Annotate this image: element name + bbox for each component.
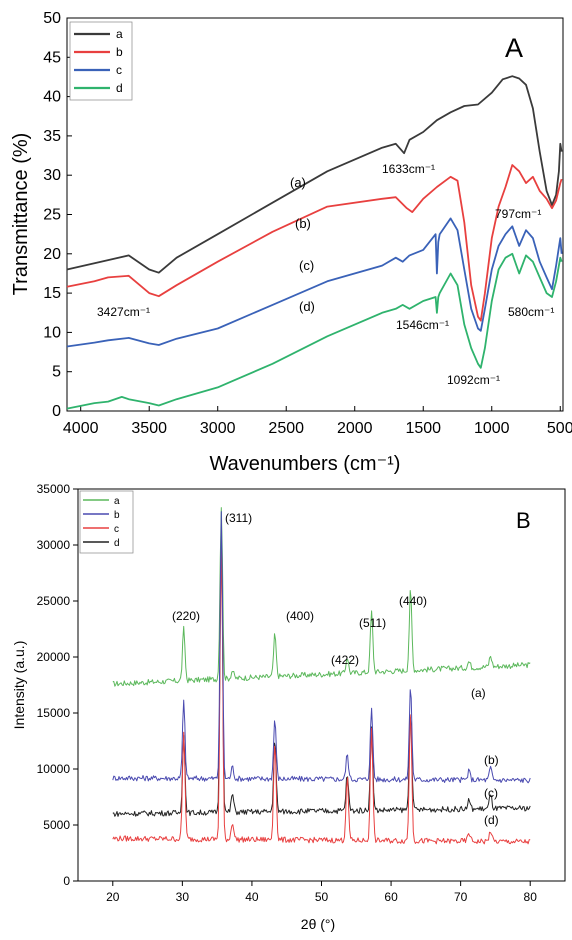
panel-a-x-tick-label: 2000 (337, 420, 373, 437)
panel-b-y-axis-title: Intensity (a.u.) (11, 641, 27, 730)
panel-a-x-tick-label: 4000 (63, 420, 99, 437)
panel-a: 4000 3500 3000 2500 2000 1500 1000 500 0 5 10 15 20… (10, 10, 572, 475)
panel-a-x-tick-label: 500 (547, 420, 572, 437)
panel-b-y-tick-label: 10000 (37, 762, 71, 776)
panel-a-legend-label-b: b (116, 45, 123, 59)
panel-a-y-tick-label: 25 (43, 207, 61, 224)
panel-b-y-tick-label: 35000 (37, 482, 71, 496)
panel-b-x-tick-label: 60 (384, 890, 398, 904)
xrd-curve-label-c: (c) (484, 786, 498, 800)
panel-b-x-tick-label: 20 (106, 890, 120, 904)
panel-b-x-tick-label: 40 (245, 890, 259, 904)
series-line-b (66, 164, 563, 322)
panel-a-x-tick-label: 1500 (405, 420, 441, 437)
panel-b-x-tick-label: 30 (176, 890, 190, 904)
panel-b-x-tick-label: 80 (524, 890, 538, 904)
curve-label-d: (d) (299, 299, 315, 314)
panel-b-legend-label-a: a (114, 496, 120, 507)
panel-a-y-tick-label: 15 (43, 285, 61, 302)
panel-b-y-tick-label: 30000 (37, 538, 71, 552)
series-line-d (66, 252, 563, 410)
panel-b-legend-label-c: c (114, 524, 119, 535)
panel-a-y-tick-label: 35 (43, 128, 61, 145)
xrd-curve-label-b: (b) (484, 753, 499, 767)
panel-a-x-ticks: 4000 3500 3000 2500 2000 1500 1000 500 (63, 406, 572, 437)
curve-label-c: (c) (299, 258, 314, 273)
peak-label-1092: 1092cm⁻¹ (447, 373, 500, 387)
panel-a-legend: a b c d (69, 21, 133, 101)
hkl-label-311: (311) (225, 511, 252, 525)
panel-b-x-axis-title: 2θ (°) (301, 916, 335, 932)
panel-a-y-tick-label: 10 (43, 324, 61, 341)
panel-a-legend-label-d: d (116, 81, 123, 95)
panel-b-y-tick-label: 20000 (37, 650, 71, 664)
panel-b-legend-label-b: b (114, 510, 120, 521)
hkl-label-440: (440) (399, 594, 427, 608)
panel-a-series (66, 75, 563, 410)
xrd-series-line-a (112, 507, 531, 687)
panel-b-y-tick-label: 25000 (37, 594, 71, 608)
panel-a-legend-label-c: c (116, 63, 122, 77)
hkl-label-422: (422) (331, 653, 359, 667)
panel-a-y-axis-title: Transmittance (%) (10, 133, 32, 296)
xrd-series-line-c (112, 537, 531, 845)
panel-b-legend-label-d: d (114, 538, 120, 549)
panel-a-y-tick-label: 40 (43, 89, 61, 106)
panel-b-y-ticks: 0 5000 10000 15000 20000 25000 30000 35000 (37, 482, 78, 888)
panel-a-y-tick-label: 5 (52, 364, 61, 381)
panel-a-y-ticks: 0 5 10 15 20 25 30 35 40 45 50 (43, 10, 72, 420)
panel-a-label: A (505, 33, 523, 63)
curve-label-b: (b) (295, 216, 311, 231)
hkl-label-400: (400) (286, 609, 314, 623)
panel-b-x-tick-label: 70 (454, 890, 468, 904)
panel-a-x-tick-label: 2500 (268, 420, 304, 437)
panel-a-x-tick-label: 3000 (200, 420, 236, 437)
curve-label-a: (a) (290, 175, 306, 190)
panel-b-y-tick-label: 0 (63, 874, 70, 888)
panel-a-x-tick-label: 3500 (131, 420, 167, 437)
series-line-a (66, 75, 563, 274)
xrd-curve-label-a: (a) (471, 686, 486, 700)
peak-label-1633: 1633cm⁻¹ (382, 162, 435, 176)
panel-a-y-tick-label: 0 (52, 403, 61, 420)
panel-b-y-tick-label: 5000 (43, 818, 70, 832)
hkl-label-220: (220) (172, 609, 200, 623)
panel-b: 20 30 40 50 60 70 80 0 5000 10000 15000 20000 25000… (11, 482, 566, 932)
panel-a-x-axis-title: Wavenumbers (cm⁻¹) (210, 453, 401, 475)
series-line-c (66, 217, 563, 348)
panel-b-series (112, 507, 531, 845)
xrd-curve-label-d: (d) (484, 813, 499, 827)
panel-b-label: B (516, 508, 531, 533)
panel-b-y-tick-label: 15000 (37, 706, 71, 720)
hkl-label-511: (511) (359, 616, 386, 630)
panel-a-y-tick-label: 20 (43, 246, 61, 263)
panel-a-frame (66, 17, 564, 412)
panel-a-y-tick-label: 30 (43, 167, 61, 184)
panel-b-legend: a b c d (79, 490, 134, 554)
panel-b-x-tick-label: 50 (315, 890, 329, 904)
panel-b-x-ticks: 20 30 40 50 60 70 80 (106, 881, 537, 904)
panel-a-y-tick-label: 50 (43, 10, 61, 27)
panel-a-y-tick-label: 45 (43, 49, 61, 66)
peak-label-797: 797cm⁻¹ (495, 207, 541, 221)
panel-a-x-tick-label: 1000 (474, 420, 510, 437)
peak-label-580: 580cm⁻¹ (508, 305, 554, 319)
peak-label-1546: 1546cm⁻¹ (396, 318, 449, 332)
panel-a-legend-label-a: a (116, 27, 123, 41)
peak-label-3427: 3427cm⁻¹ (97, 305, 150, 319)
xrd-series-line-b (112, 511, 531, 784)
